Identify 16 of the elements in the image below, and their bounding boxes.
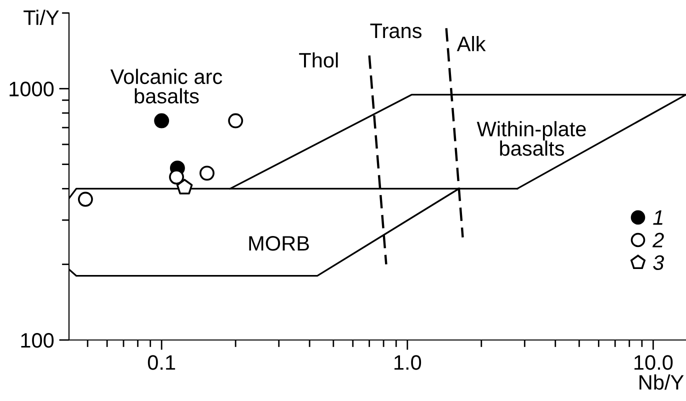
annotation: Alk: [456, 36, 486, 52]
annotation: Trans: [370, 24, 422, 38]
y-tick-label: 100: [21, 333, 54, 348]
annotation: MORB: [249, 236, 309, 251]
annotation: Volcanic arc basalts: [110, 68, 222, 104]
x-tick-label: 0.1: [148, 355, 176, 370]
y-tick-label: 1000: [10, 82, 54, 96]
annotation: Thol: [299, 52, 338, 68]
x-axis-title: Nb/Y: [640, 374, 684, 390]
x-tick-label: 1.0: [394, 355, 422, 370]
y-axis-title: Ti/Y: [24, 10, 59, 26]
legend-label: 2: [652, 232, 664, 248]
legend-label: 1: [653, 210, 662, 225]
x-tick-label: 10.0: [634, 355, 673, 370]
legend-label: 3: [653, 255, 664, 270]
annotation: Within-plate basalts: [476, 121, 586, 156]
